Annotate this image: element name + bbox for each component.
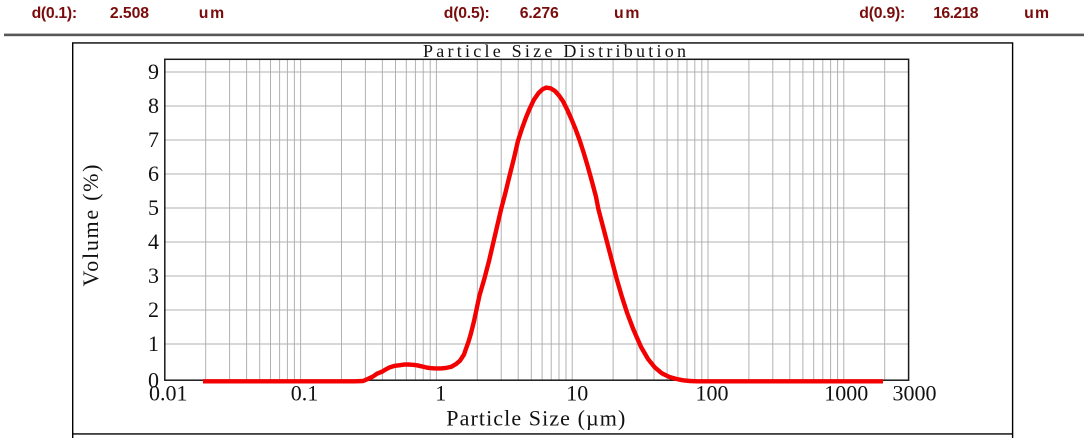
svg-text:2.508: 2.508 [110,5,149,22]
svg-text:Particle Size (µm): Particle Size (µm) [446,406,625,431]
svg-text:16.218: 16.218 [933,5,979,22]
svg-text:8: 8 [148,93,159,118]
svg-text:7: 7 [148,127,159,152]
svg-text:0: 0 [148,367,159,392]
svg-text:d(0.5):: d(0.5): [444,5,490,22]
svg-text:1: 1 [435,380,446,405]
svg-text:5: 5 [148,195,159,220]
svg-text:Volume (%): Volume (%) [78,165,103,287]
svg-text:3000: 3000 [893,380,937,405]
svg-text:9: 9 [148,59,159,84]
svg-text:0.1: 0.1 [291,380,319,405]
svg-text:um: um [614,5,639,22]
svg-text:d(0.9):: d(0.9): [859,5,905,22]
svg-text:1: 1 [148,331,159,356]
svg-text:um: um [1024,5,1049,22]
svg-text:1000: 1000 [824,380,868,405]
svg-text:100: 100 [696,380,729,405]
svg-text:0.01: 0.01 [149,380,188,405]
svg-text:d(0.1):: d(0.1): [32,5,78,22]
svg-text:6: 6 [148,161,159,186]
svg-text:2: 2 [148,297,159,322]
svg-text:3: 3 [148,263,159,288]
svg-text:4: 4 [148,229,159,254]
svg-text:6.276: 6.276 [520,5,559,22]
svg-text:um: um [199,5,224,22]
svg-text:10: 10 [566,380,588,405]
